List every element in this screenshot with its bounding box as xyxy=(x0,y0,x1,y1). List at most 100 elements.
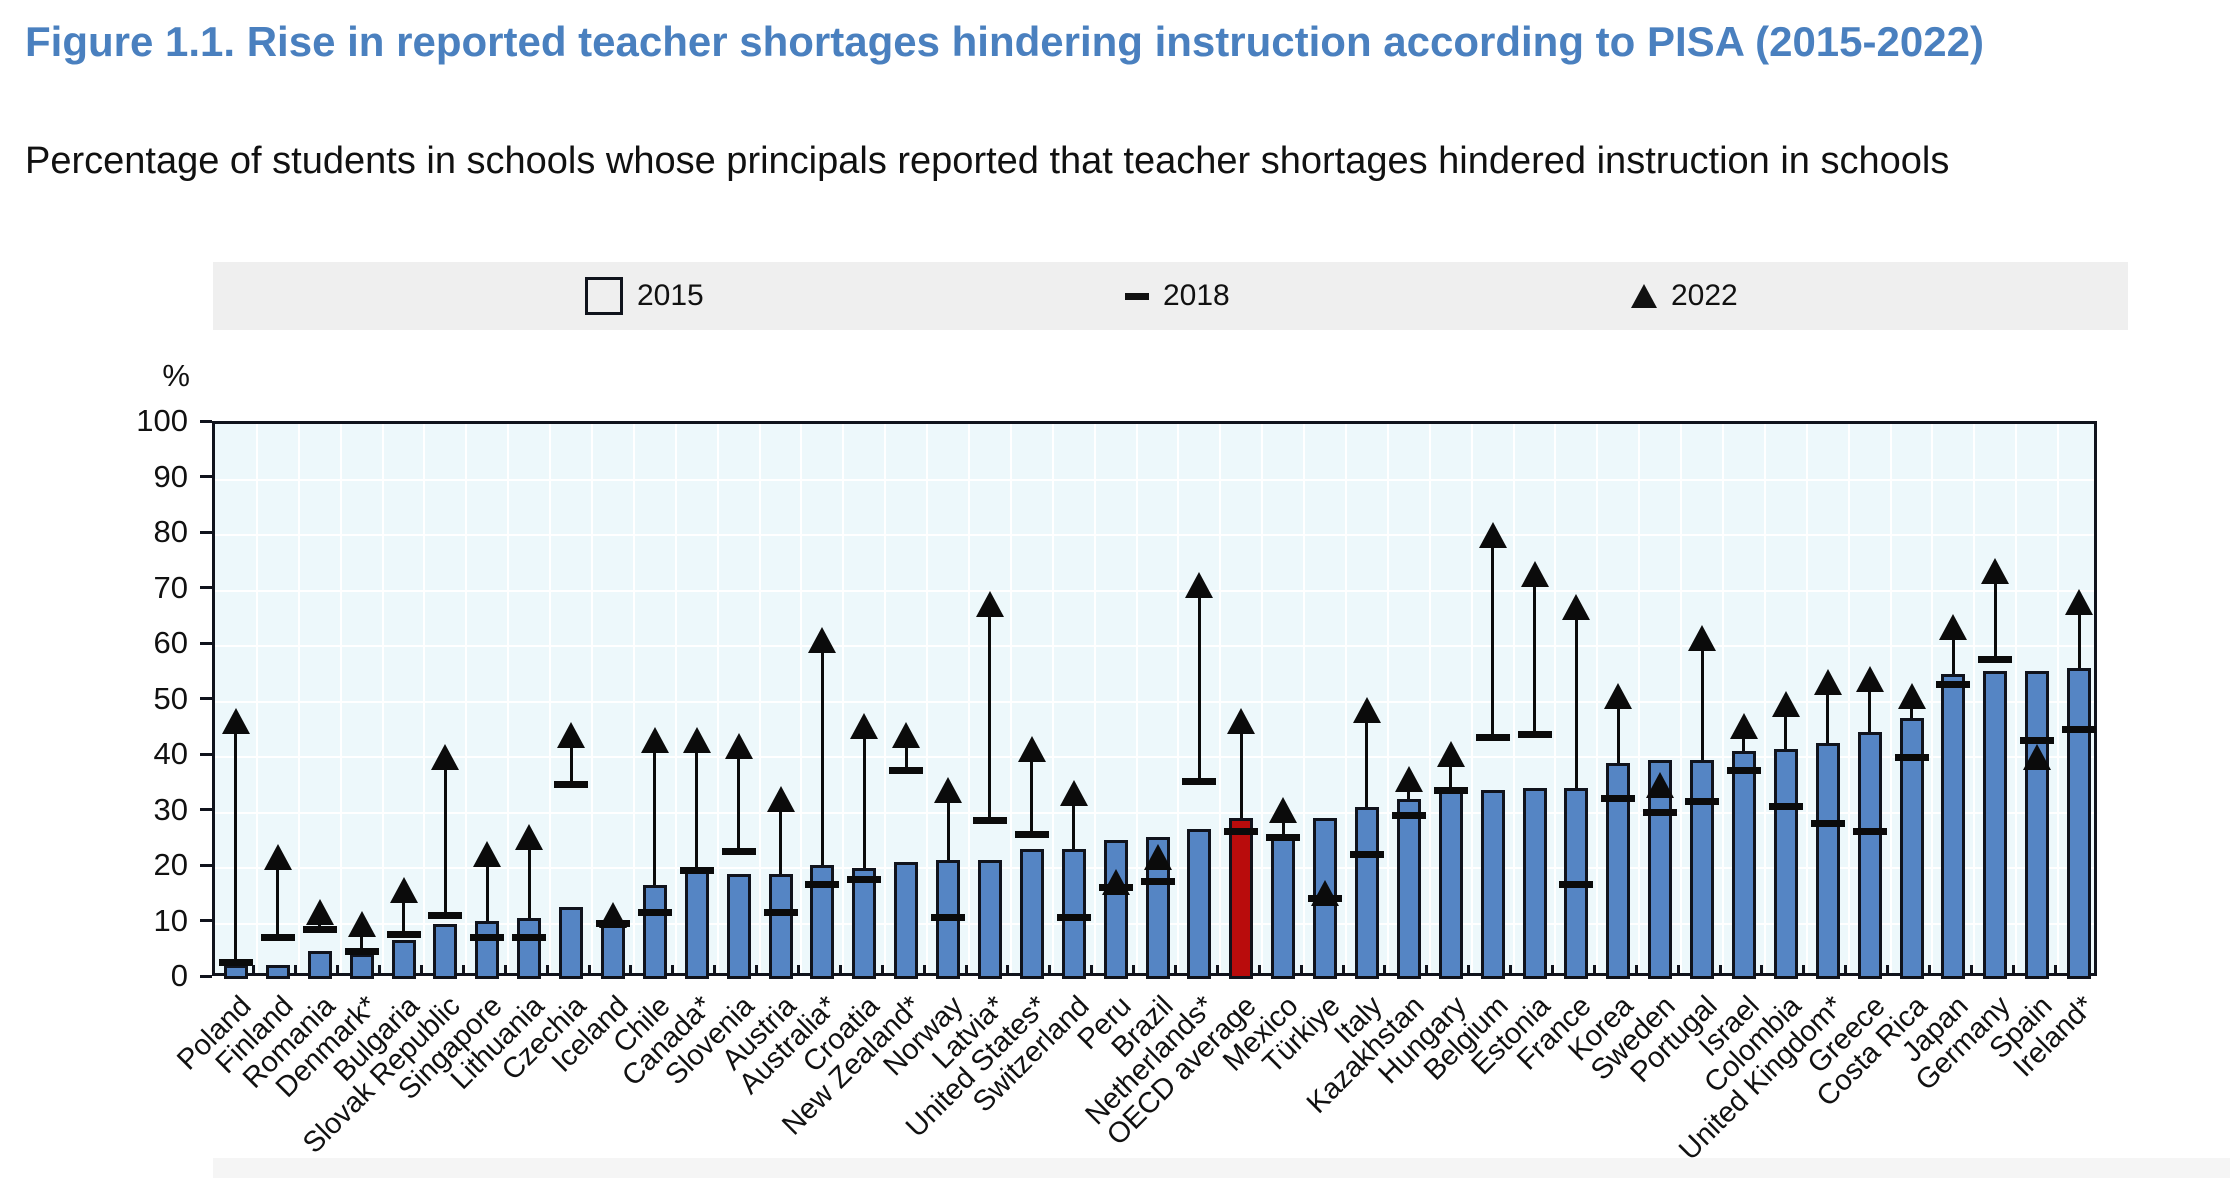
y-axis-tick-label: 0 xyxy=(170,958,188,993)
dash-2018 xyxy=(847,875,882,883)
triangle-2022 xyxy=(263,843,292,870)
bar-2015 xyxy=(2067,668,2092,979)
bar-2015 xyxy=(2025,670,2050,979)
dash-2018 xyxy=(1643,809,1678,816)
connector-line xyxy=(360,923,364,952)
x-axis-tick xyxy=(796,965,800,976)
bar-2015 xyxy=(600,920,625,979)
y-axis-tick-label: 10 xyxy=(153,902,188,938)
y-axis-tick xyxy=(200,586,212,589)
dash-2018 xyxy=(428,911,463,919)
x-axis-tick xyxy=(294,965,298,976)
dash-2018 xyxy=(1014,831,1049,839)
dash-2018 xyxy=(1224,828,1259,836)
x-axis-tick xyxy=(587,965,591,976)
triangle-2022 xyxy=(892,721,921,748)
x-axis-tick xyxy=(838,965,842,976)
bar-2015 xyxy=(1438,790,1463,979)
x-axis-tick xyxy=(1467,965,1471,976)
y-axis-tick xyxy=(200,919,212,922)
triangle-2022 xyxy=(766,785,795,812)
gridline xyxy=(215,811,2094,814)
triangle-2022 xyxy=(1017,735,1046,762)
dash-2018 xyxy=(1475,734,1510,742)
y-axis-tick-label: 70 xyxy=(153,569,188,605)
dash-2018 xyxy=(1601,795,1636,803)
bar-2015 xyxy=(307,951,332,979)
bar-2015 xyxy=(726,873,751,979)
figure-title: Figure 1.1. Rise in reported teacher sho… xyxy=(25,18,1984,65)
triangle-2022 xyxy=(682,727,711,754)
bar-2015 xyxy=(1941,673,1966,979)
gridline xyxy=(549,424,552,973)
y-axis-tick-label: 60 xyxy=(153,625,188,660)
x-axis-tick xyxy=(1592,965,1596,976)
gridline xyxy=(297,424,300,973)
connector-line xyxy=(1574,607,1578,885)
dash-2018 xyxy=(302,925,337,933)
bar-2015 xyxy=(977,859,1002,979)
connector-line xyxy=(779,798,782,913)
connector-line xyxy=(820,640,824,885)
x-axis-tick xyxy=(1048,965,1052,976)
gridline xyxy=(1303,424,1306,973)
y-axis-tick xyxy=(200,475,212,478)
gridline xyxy=(1051,424,1054,973)
x-axis-tick xyxy=(922,965,926,976)
gridline xyxy=(1345,424,1347,973)
triangle-2022 xyxy=(1478,522,1507,548)
connector-line xyxy=(2077,601,2081,730)
dash-2018 xyxy=(512,933,547,941)
legend-label-2018: 2018 xyxy=(1163,279,1230,312)
gridline xyxy=(1009,424,1012,973)
triangle-2022 xyxy=(1352,696,1381,723)
triangle-2022 xyxy=(850,713,879,740)
gridline xyxy=(1638,424,1641,973)
y-axis-tick-label: 50 xyxy=(153,680,188,716)
connector-line xyxy=(527,837,531,938)
triangle-2022 xyxy=(724,732,753,759)
connector-line xyxy=(1197,584,1201,782)
x-axis-tick xyxy=(1257,965,1261,976)
dash-2018 xyxy=(218,958,253,966)
gridline xyxy=(800,424,803,973)
legend-item-2018: 2018 xyxy=(1125,262,1230,330)
gridline xyxy=(1177,424,1180,973)
bar-2015 xyxy=(852,868,877,979)
dash-2018 xyxy=(1182,778,1217,786)
gridline xyxy=(1889,424,1892,973)
connector-line xyxy=(1407,779,1411,816)
y-axis-tick-label: 100 xyxy=(136,403,188,438)
triangle-2022 xyxy=(2023,744,2052,770)
connector-line xyxy=(946,790,950,918)
x-axis-tick xyxy=(503,965,507,976)
gridline xyxy=(215,645,2094,647)
bar-2015 xyxy=(684,870,709,979)
connector-line xyxy=(988,604,992,821)
gridline xyxy=(215,700,2094,703)
triangle-2022 xyxy=(1729,713,1758,740)
triangle-2022 xyxy=(1771,691,1800,718)
connector-line xyxy=(1491,535,1495,738)
dash-2018 xyxy=(721,847,756,855)
bar-2015 xyxy=(1396,798,1421,979)
gridline xyxy=(2057,424,2060,973)
y-axis-tick-label: 40 xyxy=(153,736,188,771)
gridline xyxy=(1596,424,1599,973)
bar-2015 xyxy=(1731,751,1756,979)
dash-2018 xyxy=(1936,681,1971,689)
connector-line xyxy=(1449,754,1453,791)
bar-2015 xyxy=(517,917,542,979)
triangle-2022 xyxy=(975,591,1004,618)
gridline xyxy=(339,424,342,973)
triangle-2022 xyxy=(1855,666,1884,693)
connector-line xyxy=(1365,709,1369,855)
gridline xyxy=(1847,424,1850,973)
gridline xyxy=(1512,424,1515,973)
gridline xyxy=(758,424,761,973)
bar-2015 xyxy=(1899,718,1924,979)
connector-line xyxy=(1533,573,1536,735)
triangle-2022 xyxy=(1981,558,2010,585)
triangle-2022 xyxy=(1394,766,1423,793)
bar-2015 xyxy=(894,862,919,979)
